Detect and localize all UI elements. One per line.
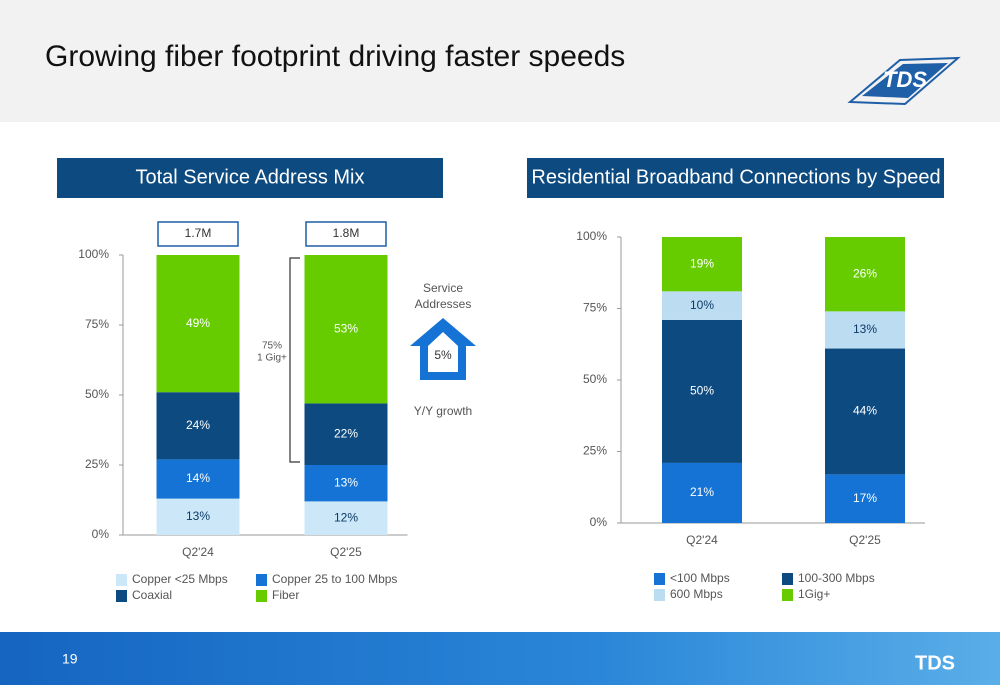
bar-segment	[825, 237, 905, 312]
data-label: 22%	[334, 426, 358, 440]
annotation: 75%	[262, 341, 282, 352]
bar-segment	[156, 459, 240, 499]
legend-swatch	[782, 589, 793, 601]
data-label: 13%	[853, 322, 877, 336]
data-label: 24%	[186, 418, 210, 432]
total-box	[305, 221, 387, 247]
footer-logo: TDS	[915, 652, 955, 674]
data-label: 19%	[690, 256, 714, 270]
logo-text: TDS	[883, 67, 927, 92]
section-header	[527, 158, 944, 198]
bar-segment	[156, 392, 240, 460]
bar-segment	[825, 474, 905, 523]
header-band	[0, 0, 1000, 122]
slide-title: Growing fiber footprint driving faster s…	[45, 40, 625, 73]
bar-segment	[156, 498, 240, 535]
section-title: Residential Broadband Connections by Spe…	[531, 166, 940, 188]
legend-label: 600 Mbps	[670, 587, 723, 601]
legend-label: Fiber	[272, 588, 299, 602]
data-label: 26%	[853, 266, 877, 280]
bar-segment	[825, 311, 905, 349]
bar-segment	[304, 403, 388, 465]
total-box	[157, 221, 239, 247]
y-tick-label: 75%	[583, 301, 607, 315]
data-label: 13%	[186, 509, 210, 523]
data-label: 53%	[334, 321, 358, 335]
legend-swatch	[782, 573, 793, 585]
logo: TDS	[847, 56, 961, 106]
legend-swatch	[116, 574, 127, 586]
y-tick-label: 0%	[92, 527, 110, 541]
data-label: 49%	[186, 316, 210, 330]
bracket	[289, 257, 300, 463]
callout-caption: Y/Y growth	[414, 404, 472, 418]
data-label: 13%	[334, 475, 358, 489]
footer-band	[0, 632, 1000, 685]
data-label: 17%	[853, 491, 877, 505]
y-tick-label: 100%	[78, 247, 109, 261]
legend-swatch	[116, 590, 127, 602]
legend-swatch	[256, 574, 267, 586]
bar-segment	[304, 255, 388, 404]
callout-heading: Addresses	[415, 297, 472, 311]
legend-label: 100-300 Mbps	[798, 571, 875, 585]
x-tick-label: Q2'25	[849, 533, 881, 547]
bar-segment	[304, 501, 388, 535]
legend-label: Coaxial	[132, 588, 172, 602]
callout-value: 5%	[434, 348, 452, 362]
bar-segment	[825, 348, 905, 475]
y-tick-label: 50%	[85, 387, 109, 401]
legend-label: Copper <25 Mbps	[132, 572, 228, 586]
y-tick-label: 75%	[85, 317, 109, 331]
x-tick-label: Q2'25	[330, 545, 362, 559]
y-tick-label: 25%	[583, 444, 607, 458]
total-label: 1.7M	[185, 226, 212, 240]
bar-segment	[662, 237, 742, 292]
section-title: Total Service Address Mix	[136, 166, 365, 188]
x-tick-label: Q2'24	[686, 533, 718, 547]
data-label: 44%	[853, 404, 877, 418]
total-label: 1.8M	[333, 226, 360, 240]
section-header	[57, 158, 443, 198]
legend-label: Copper 25 to 100 Mbps	[272, 572, 397, 586]
y-tick-label: 50%	[583, 372, 607, 386]
legend-swatch	[256, 590, 267, 602]
data-label: 50%	[690, 384, 714, 398]
legend-swatch	[654, 573, 665, 585]
y-tick-label: 25%	[85, 457, 109, 471]
legend-label: <100 Mbps	[670, 571, 730, 585]
bar-segment	[662, 462, 742, 523]
house-icon	[410, 318, 476, 380]
data-label: 12%	[334, 510, 358, 524]
bar-segment	[156, 255, 240, 393]
legend-label: 1Gig+	[798, 587, 830, 601]
page-number: 19	[62, 651, 78, 667]
y-tick-label: 100%	[576, 229, 607, 243]
bar-segment	[304, 465, 388, 502]
x-tick-label: Q2'24	[182, 545, 214, 559]
bar-segment	[662, 291, 742, 320]
annotation: 1 Gig+	[257, 353, 287, 364]
data-label: 21%	[690, 485, 714, 499]
data-label: 10%	[690, 298, 714, 312]
callout-heading: Service	[423, 281, 463, 295]
legend-swatch	[654, 589, 665, 601]
y-tick-label: 0%	[590, 515, 608, 529]
data-label: 14%	[186, 471, 210, 485]
bar-segment	[662, 319, 742, 463]
